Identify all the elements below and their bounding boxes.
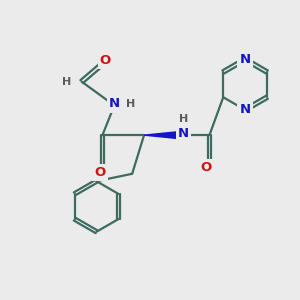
Text: O: O — [94, 166, 106, 179]
Text: O: O — [100, 54, 111, 67]
Text: H: H — [179, 114, 188, 124]
Text: N: N — [239, 53, 251, 66]
Text: N: N — [109, 98, 120, 110]
Text: H: H — [62, 76, 71, 87]
Text: N: N — [239, 103, 251, 116]
Text: N: N — [178, 127, 189, 140]
Text: H: H — [126, 99, 135, 109]
Polygon shape — [144, 132, 180, 139]
Text: O: O — [201, 161, 212, 174]
